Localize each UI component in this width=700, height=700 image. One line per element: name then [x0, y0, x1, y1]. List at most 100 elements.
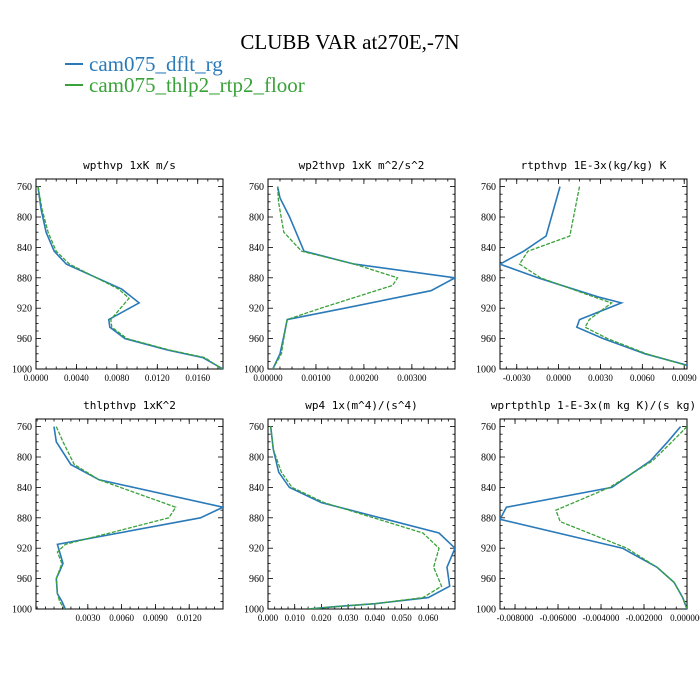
y-tick-label: 880	[481, 513, 496, 524]
y-tick-label: 1000	[476, 605, 496, 616]
y-tick-label: 920	[481, 304, 496, 315]
y-tick-label: 880	[481, 273, 496, 284]
x-tick-label: -0.006000	[540, 613, 577, 623]
page-title: CLUBB VAR at270E,-7N	[240, 30, 460, 54]
y-tick-label: 880	[249, 273, 264, 284]
series-line-dflt	[53, 426, 223, 609]
x-tick-label: 0.050	[391, 613, 412, 623]
y-tick-label: 880	[17, 513, 32, 524]
series-line-floor	[555, 426, 687, 609]
y-tick-label: 1000	[12, 605, 32, 616]
y-tick-label: 960	[17, 334, 32, 345]
panel-frame	[35, 178, 224, 370]
y-tick-label: 760	[481, 422, 496, 433]
plot-area	[53, 426, 223, 609]
y-tick-label: 920	[249, 544, 264, 555]
series-line-floor	[55, 426, 177, 609]
legend-entry-dflt: cam075_dflt_rg	[65, 52, 223, 77]
legend-swatch-dflt	[65, 63, 83, 66]
plot-area	[500, 186, 687, 366]
y-tick-label: 840	[17, 483, 32, 494]
y-tick-label: 920	[17, 304, 32, 315]
y-tick-label: 840	[481, 243, 496, 254]
y-tick-label: 1000	[476, 365, 496, 376]
panel-6: wprtpthlp 1-E-3x(m kg K)/(s kg) 760 800 840…	[476, 399, 700, 623]
x-tick-label: 0.0000	[24, 373, 49, 383]
panel-title: wp4 1x(m^4)/(s^4)	[305, 399, 418, 412]
y-tick-label: 760	[17, 182, 32, 193]
x-tick-label: 0.0080	[104, 373, 129, 383]
y-tick-label: 1000	[12, 365, 32, 376]
y-tick-label: 920	[17, 544, 32, 555]
y-tick-label: 920	[249, 304, 264, 315]
y-tick-label: 800	[249, 453, 264, 464]
x-tick-label: -0.002000	[626, 613, 663, 623]
x-tick-label: 0.010	[285, 613, 306, 623]
y-tick-label: 1000	[244, 365, 264, 376]
series-line-dflt	[500, 186, 687, 366]
y-tick-label: 880	[17, 273, 32, 284]
panel-title: thlpthvp 1xK^2	[83, 399, 176, 412]
y-tick-label: 1000	[244, 605, 264, 616]
panel-frame	[499, 418, 688, 610]
x-tick-label: 0.0060	[109, 613, 134, 623]
y-tick-label: 840	[17, 243, 32, 254]
x-tick-label: 0.00300	[397, 373, 427, 383]
panel-frame	[267, 178, 456, 370]
y-tick-label: 800	[17, 453, 32, 464]
series-line-floor	[270, 426, 443, 609]
x-tick-label: 0.000	[258, 613, 279, 623]
panel-1: wpthvp 1xK m/s76080084088092096010000.00…	[12, 159, 224, 383]
series-line-floor	[37, 186, 223, 369]
x-tick-label: 0.040	[365, 613, 386, 623]
x-tick-label: 0.0060	[630, 373, 655, 383]
plot-area	[269, 426, 455, 609]
x-tick-label: 0.030	[338, 613, 359, 623]
y-tick-label: 840	[481, 483, 496, 494]
x-tick-label: 0.0120	[145, 373, 170, 383]
y-tick-label: 960	[481, 574, 496, 585]
series-line-dflt	[37, 186, 223, 369]
x-tick-label: 0.00100	[301, 373, 331, 383]
x-tick-label: 0.0090	[672, 373, 697, 383]
x-tick-label: 0.00200	[349, 373, 379, 383]
legend-entry-floor: cam075_thlp2_rtp2_floor	[65, 73, 305, 98]
y-tick-label: 800	[481, 213, 496, 224]
x-tick-label: -0.0030	[503, 373, 531, 383]
x-tick-label: -0.008000	[497, 613, 534, 623]
y-tick-label: 800	[481, 453, 496, 464]
y-tick-label: 800	[17, 213, 32, 224]
x-tick-label: 0.0030	[75, 613, 100, 623]
y-tick-label: 960	[17, 574, 32, 585]
y-tick-label: 800	[249, 213, 264, 224]
panel-5: wp4 1x(m^4)/(s^4)76080084088092096010000…	[244, 399, 456, 623]
y-tick-label: 920	[481, 544, 496, 555]
y-tick-label: 840	[249, 243, 264, 254]
y-tick-label: 880	[249, 513, 264, 524]
y-tick-label: 760	[17, 422, 32, 433]
y-tick-label: 840	[249, 483, 264, 494]
legend-label-floor: cam075_thlp2_rtp2_floor	[89, 73, 305, 97]
y-tick-label: 960	[481, 334, 496, 345]
x-tick-label: 0.00000	[253, 373, 283, 383]
x-tick-label: -0.004000	[583, 613, 620, 623]
panel-title: wprtpthlp 1-E-3x(m kg K)/(s kg)	[491, 399, 696, 412]
panel-frame	[35, 418, 224, 610]
legend-label-dflt: cam075_dflt_rg	[89, 52, 223, 76]
series-line-floor	[518, 186, 686, 366]
panel-title: rtpthvp 1E-3x(kg/kg) K	[521, 159, 667, 172]
y-tick-label: 760	[249, 422, 264, 433]
series-line-floor	[272, 186, 399, 369]
panel-frame	[499, 178, 688, 370]
x-tick-label: 0.0030	[588, 373, 613, 383]
legend-swatch-floor	[65, 84, 83, 87]
panel-4: thlpthvp 1xK^2 760 800 840 880 920 960 1000 0.00…	[12, 399, 224, 623]
y-tick-label: 760	[481, 182, 496, 193]
x-tick-label: 0.0120	[177, 613, 202, 623]
panel-2: wp2thvp 1xK m^2/s^2 760 800 840 880 920 960 100…	[244, 159, 456, 383]
x-tick-label: 0.020	[311, 613, 332, 623]
x-tick-label: 0.0160	[185, 373, 210, 383]
panel-3: rtpthvp 1E-3x(kg/kg) K 760 800 840 880 920 960…	[476, 159, 697, 383]
